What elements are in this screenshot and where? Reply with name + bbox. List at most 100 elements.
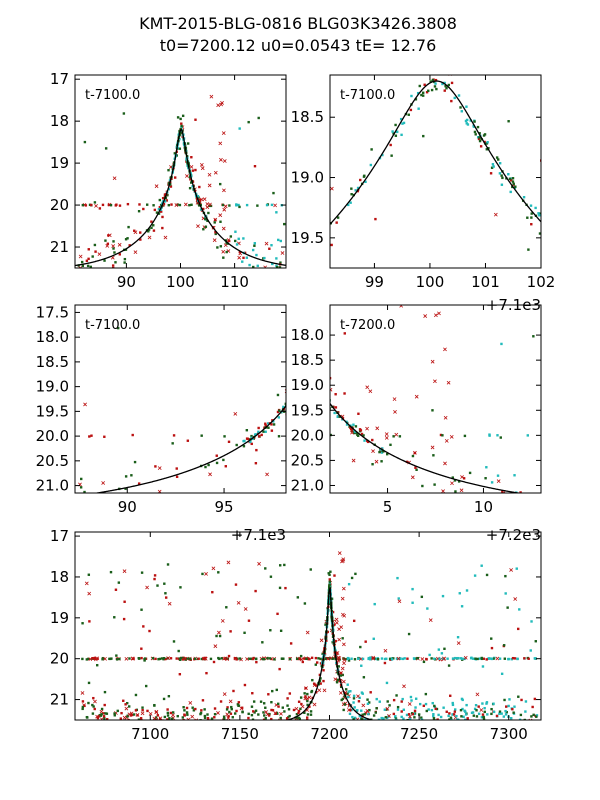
data-point (414, 98, 418, 101)
data-point (192, 732, 194, 734)
data-point (535, 714, 539, 717)
data-point (99, 750, 101, 752)
y-tick-label: 17.5 (36, 303, 69, 321)
data-point (371, 438, 374, 442)
data-point (223, 435, 226, 438)
data-point (249, 746, 251, 748)
data-point (465, 105, 468, 108)
data-point (91, 723, 93, 725)
data-point (437, 648, 441, 651)
data-point (417, 107, 420, 110)
data-point (564, 241, 566, 243)
data-point (425, 752, 427, 754)
data-point (295, 713, 299, 716)
data-point (453, 710, 457, 713)
data-point (296, 727, 298, 729)
data-point (267, 714, 271, 717)
data-point (154, 657, 157, 661)
data-point (339, 674, 343, 677)
data-point (270, 701, 273, 704)
data-point (478, 657, 481, 660)
data-point (444, 438, 449, 443)
data-point (213, 170, 218, 175)
data-point (416, 656, 420, 660)
data-point (428, 653, 431, 657)
data-point (374, 217, 377, 221)
data-point (383, 731, 386, 734)
data-point (327, 397, 329, 399)
data-point (100, 713, 103, 716)
data-point (456, 657, 459, 660)
data-point (451, 476, 454, 479)
data-point (156, 714, 160, 717)
y-tick-label: 19 (50, 154, 69, 172)
data-point (81, 657, 84, 661)
data-point (335, 651, 340, 655)
y-tick-label: 18.5 (291, 351, 324, 369)
data-point (310, 689, 314, 693)
data-point (264, 422, 267, 425)
data-point (411, 601, 414, 604)
data-point (219, 157, 223, 162)
data-point (324, 401, 326, 403)
data-point (277, 728, 280, 731)
data-point (264, 567, 267, 570)
data-point (171, 711, 175, 714)
data-point (506, 606, 509, 609)
data-point (301, 726, 304, 729)
data-point (86, 731, 89, 734)
data-point (358, 723, 360, 725)
data-point (336, 678, 340, 682)
data-point (209, 657, 213, 661)
data-point (306, 692, 309, 696)
data-point (306, 197, 308, 199)
data-point (513, 657, 517, 660)
data-point (268, 735, 271, 738)
data-point (94, 725, 96, 727)
panel-3: 90 9517.518.018.519.019.520.020.521.0t-71… (36, 303, 287, 544)
data-point (215, 634, 218, 638)
data-point (538, 232, 541, 235)
data-point (317, 688, 322, 693)
data-point (200, 734, 202, 736)
data-point (450, 721, 452, 723)
data-point (373, 602, 376, 606)
x-tick-label: 7300 (490, 725, 528, 743)
data-point (527, 657, 530, 660)
data-point (135, 721, 138, 724)
data-point (179, 725, 182, 728)
data-point (349, 708, 352, 712)
data-point (400, 296, 402, 298)
data-point (443, 647, 446, 651)
data-point (113, 616, 116, 619)
data-point (118, 736, 120, 738)
data-point (214, 230, 217, 234)
data-point (277, 705, 280, 708)
data-point (83, 275, 85, 277)
data-point (158, 716, 163, 720)
data-point (134, 693, 138, 697)
data-point (242, 747, 244, 749)
data-point (344, 688, 348, 691)
data-point (370, 656, 374, 660)
data-point (439, 715, 443, 719)
data-point (299, 657, 304, 662)
data-point (453, 479, 457, 482)
data-point (530, 730, 532, 732)
data-point (362, 728, 364, 730)
data-point (482, 735, 484, 737)
data-point (371, 729, 373, 731)
data-point (126, 715, 129, 718)
data-point (484, 477, 487, 480)
panel-4-points (324, 305, 535, 493)
data-point (376, 657, 380, 661)
data-point (240, 706, 244, 709)
data-point (446, 657, 449, 660)
data-point (355, 717, 360, 720)
data-point (350, 576, 354, 580)
data-point (504, 574, 507, 578)
data-point (535, 734, 537, 736)
data-point (213, 221, 216, 224)
data-point (93, 656, 97, 660)
data-point (262, 711, 265, 714)
